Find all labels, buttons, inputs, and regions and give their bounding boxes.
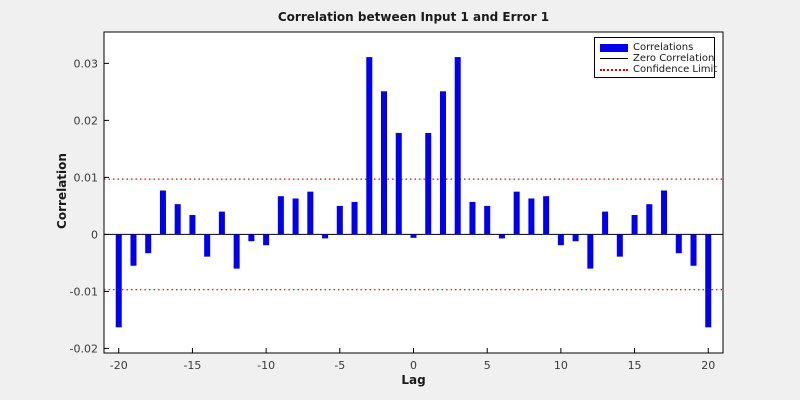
correlation-bar: [543, 196, 550, 235]
x-tick-label: 0: [410, 359, 417, 372]
correlation-bar: [528, 198, 535, 235]
correlation-bar: [351, 201, 358, 235]
y-tick-label: 0: [91, 228, 98, 241]
legend-label: Confidence Limit: [633, 64, 718, 75]
correlation-bar: [602, 211, 609, 235]
chart-title: Correlation between Input 1 and Error 1: [277, 10, 550, 24]
correlation-bar: [277, 196, 284, 235]
plot-background: [104, 32, 723, 353]
y-tick-label: -0.02: [70, 342, 98, 355]
x-tick-label: 15: [628, 359, 642, 372]
correlation-bar: [661, 190, 668, 235]
correlation-bar: [307, 191, 314, 235]
x-tick-label: 10: [554, 359, 568, 372]
correlation-bar: [631, 215, 638, 235]
x-axis-label: Lag: [401, 373, 426, 387]
legend-item-correlations: Correlations: [600, 42, 714, 53]
correlation-bar: [425, 132, 432, 235]
correlation-bar: [513, 191, 520, 235]
correlation-bar: [174, 204, 181, 235]
legend: Correlations Zero Correlation Confidence…: [594, 37, 718, 78]
correlation-bar: [322, 234, 329, 239]
y-tick-label: 0.01: [74, 171, 99, 184]
correlation-bar: [690, 234, 697, 266]
x-tick-label: 5: [484, 359, 491, 372]
correlation-bar: [336, 205, 343, 235]
x-tick-label: -10: [257, 359, 275, 372]
correlation-bar: [675, 234, 682, 254]
legend-item-zero-correlation: Zero Correlation: [600, 53, 714, 64]
correlation-bar: [484, 205, 491, 235]
correlation-bar: [130, 234, 137, 266]
y-axis-label: Correlation: [55, 153, 69, 229]
legend-label: Zero Correlation: [633, 53, 715, 64]
y-tick-label: -0.01: [70, 285, 98, 298]
correlation-bar: [292, 198, 299, 235]
correlation-bar: [705, 234, 712, 328]
correlation-bar: [381, 91, 388, 235]
legend-label: Correlations: [633, 42, 694, 53]
correlation-bar: [410, 234, 417, 238]
correlation-bar: [366, 57, 373, 235]
y-tick-label: 0.02: [74, 114, 99, 127]
correlation-bar: [218, 211, 225, 235]
legend-item-confidence-limit: Confidence Limit: [600, 64, 718, 75]
correlation-bar: [204, 234, 211, 257]
correlation-bar: [646, 204, 653, 235]
dotted-line-swatch-icon: [600, 68, 628, 71]
correlation-bar: [587, 234, 594, 269]
correlation-bar: [159, 190, 166, 235]
correlation-bar: [469, 201, 476, 235]
correlation-bar: [572, 234, 579, 242]
correlation-bar: [454, 57, 461, 235]
correlation-bar: [439, 91, 446, 235]
correlation-bar: [145, 234, 152, 254]
x-tick-label: 20: [701, 359, 715, 372]
correlation-bar: [557, 234, 564, 246]
correlation-bar: [395, 132, 402, 235]
correlation-bar: [248, 234, 255, 242]
correlation-bar: [189, 215, 196, 235]
x-tick-label: -20: [110, 359, 128, 372]
correlation-bar: [616, 234, 623, 257]
x-tick-label: -15: [183, 359, 201, 372]
y-tick-label: 0.03: [74, 57, 99, 70]
x-tick-label: -5: [334, 359, 345, 372]
correlation-bar: [498, 234, 505, 239]
correlation-bar: [115, 234, 122, 328]
correlation-bar: [233, 234, 240, 269]
solid-line-swatch-icon: [600, 58, 628, 59]
bar-swatch-icon: [600, 43, 628, 52]
correlation-bar: [263, 234, 270, 246]
